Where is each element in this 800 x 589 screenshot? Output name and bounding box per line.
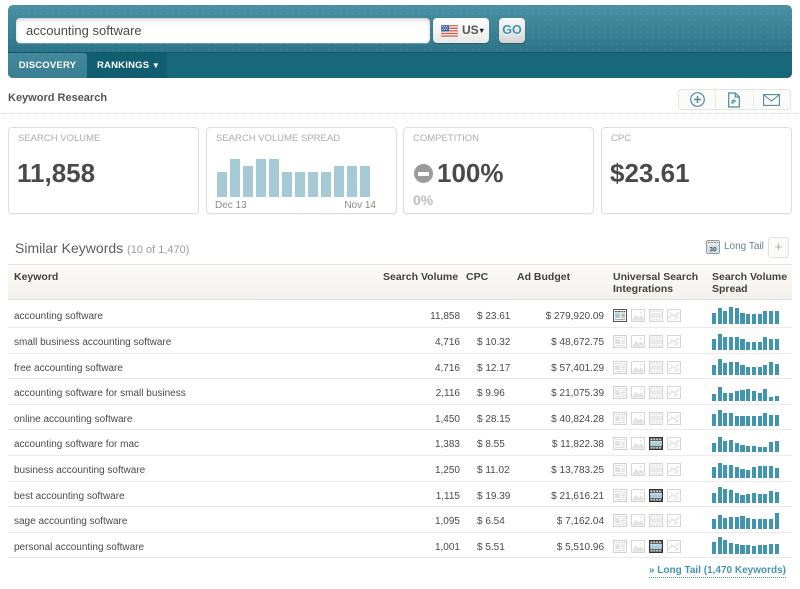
svg-text:30: 30 [709,247,717,254]
